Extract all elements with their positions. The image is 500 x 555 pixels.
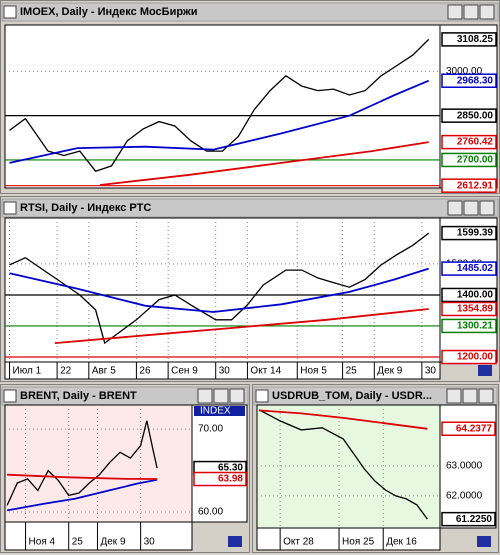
window-button-max[interactable] [462, 388, 478, 404]
x-tick-label: Окт 14 [250, 366, 281, 377]
window-button-min[interactable] [447, 4, 463, 20]
plot-area [4, 404, 193, 523]
x-tick-label: 25 [72, 537, 84, 548]
window-button-max[interactable] [463, 200, 479, 216]
price-marker-label: 1485.02 [457, 263, 494, 274]
price-marker-label: 1200.00 [457, 352, 494, 363]
window-title: IMOEX, Daily - Индекс МосБиржи [20, 6, 197, 18]
price-line [54, 308, 429, 344]
window-button-min[interactable] [197, 388, 213, 404]
price-marker [441, 511, 496, 527]
price-line [6, 478, 158, 512]
logo [477, 536, 491, 547]
price-marker [441, 225, 497, 241]
price-marker-label: 2700.00 [457, 155, 494, 166]
price-marker [441, 178, 497, 193]
x-tick-label: Сен 9 [171, 366, 198, 377]
x-tick-label: Дек 16 [386, 537, 417, 548]
y-tick-label: 3000.00 [446, 66, 483, 77]
window-button-min[interactable] [446, 388, 462, 404]
price-line [9, 267, 429, 313]
price-marker-label: 2968.30 [457, 75, 494, 86]
price-marker [441, 152, 497, 168]
price-line [9, 38, 430, 172]
time-axis [256, 527, 441, 551]
price-marker-label: 2850.00 [457, 110, 494, 121]
tag-box [194, 406, 245, 416]
price-marker-label: 1400.00 [457, 290, 494, 301]
price-line [9, 79, 430, 164]
price-marker [441, 32, 497, 47]
price-marker [441, 287, 497, 303]
price-marker-label: 61.2250 [456, 514, 493, 525]
x-tick-label: 30 [144, 537, 156, 548]
y-tick-label: 62.0000 [446, 491, 483, 502]
x-tick-label: Ноя 5 [300, 366, 327, 377]
x-tick-label: 25 [346, 366, 358, 377]
price-marker-label: 1599.39 [457, 228, 494, 239]
window-title: RTSI, Daily - Индекс РТС [20, 202, 151, 214]
y-tick-label: 63.0000 [446, 461, 483, 472]
x-tick-label: 30 [219, 366, 231, 377]
tag-label: INDEX [200, 406, 231, 417]
x-tick-label: Июл 1 [13, 366, 42, 377]
price-marker [441, 134, 497, 150]
window-title: BRENT, Daily - BRENT [20, 390, 137, 402]
price-marker-label: 2760.42 [457, 137, 494, 148]
price-line [6, 420, 158, 506]
window-button-min[interactable] [447, 200, 463, 216]
price-marker-label: 64.2377 [456, 423, 493, 434]
plot-area [4, 217, 441, 363]
y-tick-label: 70.00 [198, 424, 223, 435]
price-marker [193, 471, 247, 487]
price-line [9, 232, 430, 345]
window-icon [3, 389, 17, 403]
price-marker [441, 421, 496, 437]
logo [478, 365, 492, 376]
x-tick-label: 30 [425, 366, 437, 377]
x-tick-label: 26 [139, 366, 151, 377]
price-marker-label: 65.30 [218, 463, 243, 474]
price-marker [441, 349, 497, 365]
window-icon [255, 389, 269, 403]
logo [228, 536, 242, 547]
price-marker-label: 2612.91 [457, 180, 494, 191]
price-marker [441, 261, 497, 276]
price-line [7, 473, 158, 480]
x-tick-label: Дек 9 [100, 537, 125, 548]
y-tick-label: 60.00 [198, 507, 223, 518]
window-button-max[interactable] [213, 388, 229, 404]
window-button-close[interactable] [479, 4, 495, 20]
x-tick-label: Ноя 4 [29, 537, 56, 548]
price-marker [441, 108, 497, 123]
window-icon [3, 201, 17, 215]
price-marker [441, 318, 497, 334]
plot-area [4, 24, 441, 189]
time-axis [4, 521, 193, 551]
window-button-close[interactable] [479, 200, 495, 216]
price-line [100, 141, 429, 186]
price-line [259, 409, 428, 430]
title-bar [1, 198, 499, 218]
window-button-close[interactable] [229, 388, 245, 404]
x-tick-label: Авг 5 [92, 366, 116, 377]
window-button-close[interactable] [478, 388, 494, 404]
window-button-max[interactable] [463, 4, 479, 20]
price-marker [441, 73, 497, 88]
price-marker-label: 1300.21 [457, 321, 494, 332]
x-tick-label: Дек 9 [377, 366, 402, 377]
price-marker-label: 1354.89 [457, 304, 494, 315]
window-icon [3, 5, 17, 19]
x-tick-label: Окт 28 [283, 537, 314, 548]
window-title: USDRUB_TOM, Daily - USDR... [272, 390, 432, 402]
time-axis [4, 361, 441, 380]
title-bar [1, 2, 499, 22]
price-marker [441, 301, 497, 317]
price-marker-label: 3108.25 [457, 34, 494, 45]
x-tick-label: Ноя 25 [342, 537, 375, 548]
price-line [258, 409, 428, 520]
price-marker-label: 63.98 [218, 474, 243, 485]
x-tick-label: 22 [60, 366, 72, 377]
